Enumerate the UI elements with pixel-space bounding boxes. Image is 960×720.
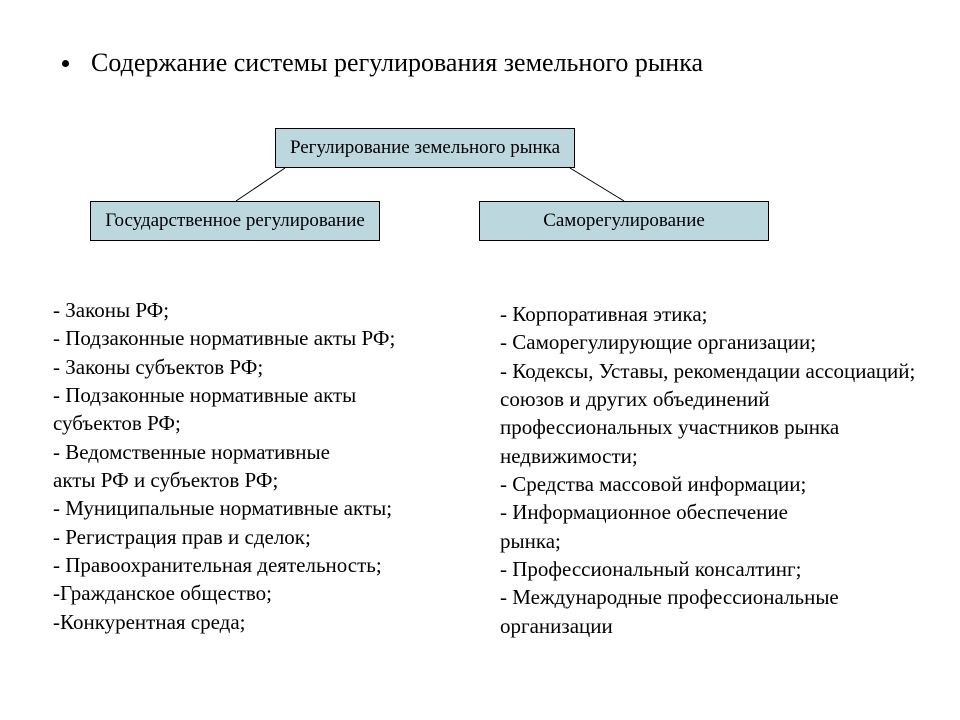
right-column: - Корпоративная этика;- Саморегулирующие… — [500, 300, 940, 640]
title-text: Содержание системы регулирования земельн… — [91, 48, 703, 78]
list-item: - Ведомственные нормативные акты РФ и су… — [53, 438, 493, 495]
left-column: - Законы РФ;- Подзаконные нормативные ак… — [53, 296, 493, 636]
list-item: - Международные профессиональные организ… — [500, 583, 940, 640]
list-item: - Подзаконные нормативные акты РФ; — [53, 324, 493, 352]
page-title: Содержание системы регулирования земельн… — [62, 48, 703, 78]
list-item: - Корпоративная этика; — [500, 300, 940, 328]
list-item: - Муниципальные нормативные акты; — [53, 494, 493, 522]
bullet-icon — [62, 60, 69, 67]
list-item: - Саморегулирующие организации; — [500, 328, 940, 356]
list-item: - Профессиональный консалтинг; — [500, 555, 940, 583]
node-root: Регулирование земельного рынка — [275, 128, 575, 168]
list-item: - Средства массовой информации; — [500, 470, 940, 498]
list-item: - Законы РФ; — [53, 296, 493, 324]
list-item: - Подзаконные нормативные акты субъектов… — [53, 381, 493, 438]
list-item: -Конкурентная среда; — [53, 608, 493, 636]
list-item: -Гражданское общество; — [53, 579, 493, 607]
list-item: - Законы субъектов РФ; — [53, 353, 493, 381]
list-item: - Регистрация прав и сделок; — [53, 523, 493, 551]
node-gov: Государственное регулирование — [90, 201, 380, 241]
list-item: - Правоохранительная деятельность; — [53, 551, 493, 579]
node-self: Саморегулирование — [479, 201, 769, 241]
list-item: - Информационное обеспечение рынка; — [500, 498, 940, 555]
list-item: - Кодексы, Уставы, рекомендации ассоциац… — [500, 357, 940, 470]
